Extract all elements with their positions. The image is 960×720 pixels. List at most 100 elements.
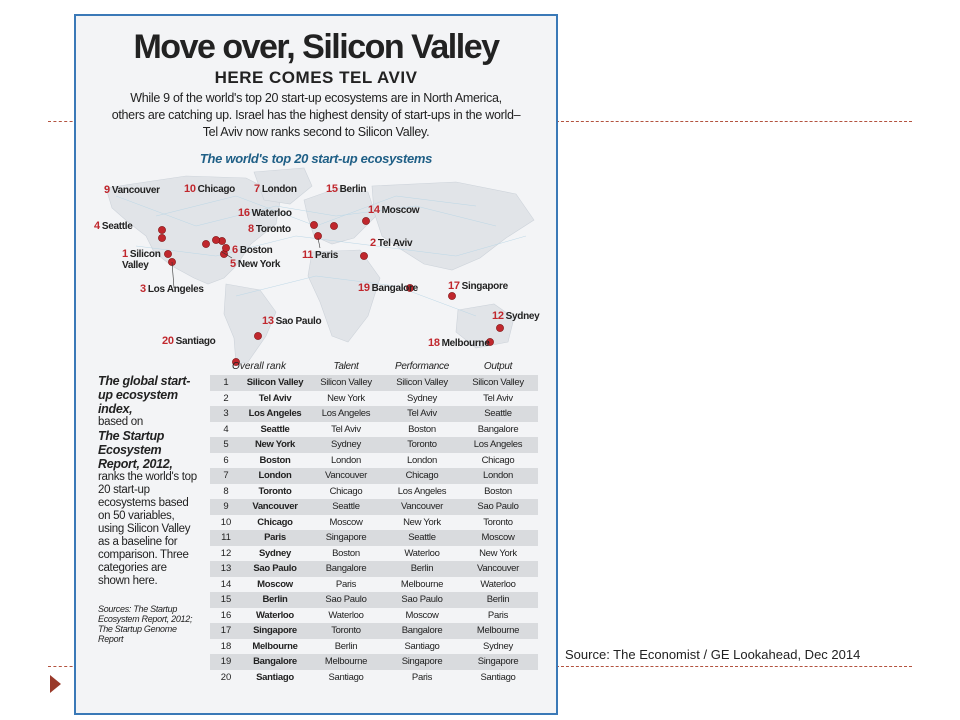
output-cell: London: [483, 470, 513, 482]
table-row: 6 Boston London London Chicago: [210, 453, 538, 469]
city-cell: Boston: [259, 454, 291, 466]
header-output: Output: [483, 361, 513, 372]
rank-cell: 4: [223, 423, 229, 435]
index-description: The global start-up ecosystem index, bas…: [98, 374, 200, 644]
performance-cell: Chicago: [405, 470, 439, 482]
output-cell: Moscow: [481, 532, 515, 544]
map-label-santiago: 20 Santiago: [162, 335, 216, 348]
table-row: 16 Waterloo Waterloo Moscow Paris: [210, 608, 538, 624]
marker-10: [202, 240, 210, 248]
header-overall-rank: Overall rank: [232, 361, 286, 372]
city-cell: Toronto: [258, 485, 292, 497]
marker-12: [496, 324, 504, 332]
intro-line: Tel Aviv now ranks second to Silicon Val…: [202, 125, 430, 139]
city-cell: Sao Paulo: [253, 563, 297, 575]
performance-cell: Waterloo: [404, 547, 440, 559]
city-cell: Paris: [264, 532, 286, 544]
output-cell: Bangalore: [477, 423, 519, 435]
city-cell: Santiago: [256, 671, 294, 683]
output-cell: Toronto: [483, 516, 513, 528]
performance-cell: Paris: [411, 671, 433, 683]
table-row: 12 Sydney Boston Waterloo New York: [210, 546, 538, 562]
rank-cell: 7: [223, 470, 229, 482]
marker-4: [158, 234, 166, 242]
performance-cell: Santiago: [404, 640, 440, 652]
slide-rule-bottom-left: [48, 666, 78, 667]
table-header: Overall rank Talent Performance Output: [210, 361, 538, 375]
rank-cell: 10: [220, 516, 232, 528]
output-cell: Paris: [487, 609, 509, 621]
table-row: 1 Silicon Valley Silicon Valley Silicon Val…: [210, 375, 538, 391]
marker-20: [232, 358, 240, 366]
slide-rule-top-left: [48, 121, 78, 122]
table-row: 4 Seattle Tel Aviv Boston Bangalore: [210, 422, 538, 438]
south-america-shape: [223, 283, 277, 365]
index-heading: The global start-up ecosystem index,: [98, 374, 191, 416]
rank-cell: 15: [220, 594, 232, 606]
world-map: [105, 167, 535, 366]
table-body: 1 Silicon Valley Silicon Valley Silicon Val…: [210, 375, 538, 685]
rank-cell: 20: [220, 671, 232, 683]
talent-cell: Paris: [335, 578, 357, 590]
map-label-moscow: 14 Moscow: [368, 204, 420, 217]
output-cell: Vancouver: [476, 563, 519, 575]
performance-cell: Boston: [408, 423, 436, 435]
performance-cell: Moscow: [405, 609, 439, 621]
marker-17: [448, 292, 456, 300]
city-cell: Berlin: [262, 594, 288, 606]
performance-cell: Melbourne: [400, 578, 444, 590]
infographic-title: Move over, Silicon Valley: [133, 28, 500, 66]
city-cell: Seattle: [260, 423, 290, 435]
city-cell: Sydney: [259, 547, 291, 559]
talent-cell: London: [331, 454, 361, 466]
map-label-sao-paulo: 13 Sao Paulo: [262, 315, 322, 328]
performance-cell: London: [407, 454, 437, 466]
map-label-chicago: 10 Chicago: [184, 183, 235, 196]
marker-7: [310, 221, 318, 229]
header-talent: Talent: [333, 361, 359, 372]
map-label-melbourne: 18 Melbourne: [428, 337, 490, 350]
rank-cell: 9: [223, 501, 229, 513]
output-cell: Sao Paulo: [477, 501, 519, 513]
index-body-1: based on: [98, 416, 143, 428]
header-performance: Performance: [395, 361, 449, 372]
table-row: 8 Toronto Chicago Los Angeles Boston: [210, 484, 538, 500]
slide-rule-bottom-right: [556, 666, 912, 667]
intro-line: While 9 of the world's top 20 start-up e…: [130, 91, 502, 105]
output-cell: Silicon Valley: [472, 377, 524, 389]
map-label-london: 7 London: [254, 183, 297, 196]
infographic-subtitle: HERE COMES TEL AVIV: [214, 68, 418, 87]
map-label-new-york: 5 New York: [230, 258, 281, 271]
rank-cell: 16: [220, 609, 232, 621]
city-cell: Waterloo: [256, 609, 294, 621]
rank-cell: 17: [220, 625, 232, 637]
map-label-silicon-valley: 1 Silicon Valley: [122, 248, 161, 272]
output-cell: Tel Aviv: [483, 392, 513, 404]
rank-cell: 2: [223, 392, 229, 404]
output-cell: Sydney: [483, 640, 513, 652]
city-cell: Chicago: [257, 516, 293, 528]
map-label-singapore: 17 Singapore: [448, 280, 508, 293]
talent-cell: New York: [327, 392, 365, 404]
city-cell: New York: [254, 439, 296, 451]
intro-text: While 9 of the world's top 20 start-up e…: [106, 90, 526, 141]
performance-cell: New York: [403, 516, 441, 528]
marker-16: [212, 236, 220, 244]
rank-cell: 6: [223, 454, 229, 466]
table-row: 13 Sao Paulo Bangalore Berlin Vancouver: [210, 561, 538, 577]
city-cell: Melbourne: [252, 640, 298, 652]
table-row: 14 Moscow Paris Melbourne Waterloo: [210, 577, 538, 593]
talent-cell: Seattle: [332, 501, 360, 513]
performance-cell: Sydney: [407, 392, 437, 404]
performance-cell: Singapore: [401, 656, 443, 668]
map-label-sydney: 12 Sydney: [492, 310, 540, 323]
map-label-toronto: 8 Toronto: [248, 223, 291, 236]
marker-18: [486, 338, 494, 346]
table-row: 2 Tel Aviv New York Sydney Tel Aviv: [210, 391, 538, 407]
rank-cell: 3: [223, 408, 229, 420]
table-row: 3 Los Angeles Los Angeles Tel Aviv Seattle: [210, 406, 538, 422]
map-label-los-angeles: 3 Los Angeles: [140, 283, 204, 296]
performance-cell: Tel Aviv: [407, 408, 437, 420]
output-cell: New York: [479, 547, 517, 559]
map-label-waterloo: 16 Waterloo: [238, 207, 292, 220]
